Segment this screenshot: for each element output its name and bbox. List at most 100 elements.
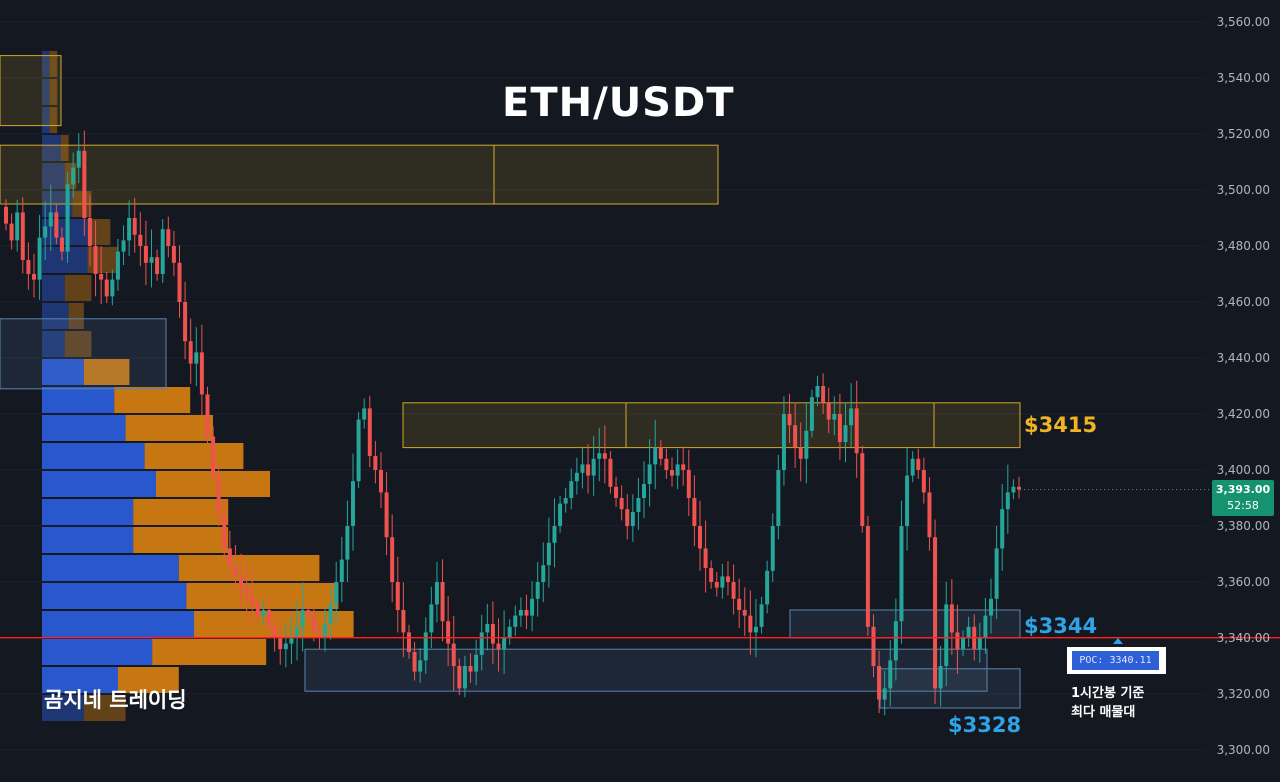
candle-bear <box>384 492 389 538</box>
candle-bear <box>725 576 730 582</box>
candle-bear <box>255 604 260 616</box>
candle-bear <box>658 447 663 459</box>
candle-bull <box>597 453 602 459</box>
vp-sell-bar <box>186 583 339 609</box>
candle-bull <box>653 447 658 465</box>
candle-bull <box>121 240 126 252</box>
poc-pointer <box>1113 638 1123 644</box>
vp-sell-bar <box>68 303 84 329</box>
candle-bull <box>261 610 266 616</box>
candle-bull <box>720 576 725 588</box>
candle-bear <box>87 218 92 246</box>
candle-bear <box>267 610 272 627</box>
candle-bull <box>339 559 344 582</box>
candle-bear <box>490 624 495 644</box>
vp-buy-bar <box>42 527 134 553</box>
candle-bull <box>1011 486 1016 493</box>
candle-bear <box>496 643 501 650</box>
y-tick-label: 3,360.00 <box>1217 575 1270 589</box>
candle-bull <box>115 251 120 280</box>
candle-bear <box>171 246 176 263</box>
poc-label: POC: 3340.11 <box>1072 651 1159 670</box>
vp-sell-bar <box>144 443 244 469</box>
candle-bear <box>877 666 882 700</box>
candle-bear <box>378 470 383 493</box>
vp-sell-bar <box>64 331 92 357</box>
vp-sell-bar <box>133 499 229 525</box>
candle-bull <box>888 660 893 689</box>
candle-bear <box>31 274 36 280</box>
vp-sell-bar <box>49 79 58 105</box>
candle-bear <box>20 212 25 260</box>
candle-bull <box>832 414 837 420</box>
candle-bear <box>586 464 591 476</box>
candle-bear <box>446 621 451 644</box>
candle-bear <box>26 260 31 274</box>
candle-bear <box>82 150 87 218</box>
candles <box>0 130 1280 716</box>
candle-bear <box>222 514 227 549</box>
candle-bear <box>787 414 792 426</box>
vp-buy-bar <box>42 471 156 497</box>
candle-bear <box>457 666 462 689</box>
candle-bull <box>893 621 898 661</box>
candle-bull <box>194 352 199 364</box>
candle-bull <box>356 419 361 482</box>
candle-bear <box>93 246 98 274</box>
candle-bull <box>37 237 42 280</box>
candle-bull <box>434 582 439 605</box>
candle-bull <box>423 632 428 661</box>
resistance-zone-top <box>0 144 719 205</box>
poc-note-line1: 1시간봉 기준 <box>1071 686 1145 701</box>
candle-bull <box>65 184 70 252</box>
vp-sell-bar <box>133 527 229 553</box>
vp-buy-bar <box>42 247 88 273</box>
candle-bear <box>854 408 859 454</box>
candle-bear <box>602 453 607 459</box>
label-3344: $3344 <box>1024 614 1098 638</box>
candle-bear <box>949 604 954 633</box>
label-3328: $3328 <box>948 713 1022 737</box>
candle-bear <box>9 223 14 241</box>
candle-bull <box>418 660 423 672</box>
candle-bear <box>714 582 719 588</box>
candle-bull <box>905 475 910 526</box>
candle-bear <box>837 414 842 442</box>
vp-buy-bar <box>42 499 134 525</box>
candle-bull <box>283 643 288 650</box>
candle-bull <box>48 212 53 227</box>
candle-bear <box>239 576 244 588</box>
zone-left-mid <box>0 318 167 390</box>
vp-buy-bar <box>42 695 84 721</box>
vp-buy-bar <box>42 387 115 413</box>
vp-buy-bar <box>42 415 126 441</box>
candle-bear <box>188 341 193 364</box>
candle-bear <box>143 246 148 263</box>
candle-bull <box>642 484 647 498</box>
y-tick-label: 3,340.00 <box>1217 631 1270 645</box>
candle-bull <box>569 481 574 498</box>
candle-bear <box>311 615 316 633</box>
candle-bull <box>300 610 305 627</box>
candle-bull <box>882 688 887 700</box>
candle-bear <box>132 218 137 235</box>
candle-bull <box>630 512 635 526</box>
candle-bull <box>1000 509 1005 549</box>
candle-bull <box>15 212 20 241</box>
candle-bear <box>614 486 619 498</box>
candle-bull <box>462 666 467 689</box>
vp-buy-bar <box>42 303 69 329</box>
current-price-tag: 3,393.00 52:58 <box>1212 480 1274 516</box>
candle-bear <box>390 537 395 582</box>
poc-note: 1시간봉 기준 최다 매물대 <box>1071 684 1171 722</box>
y-tick-label: 3,420.00 <box>1217 407 1270 421</box>
candle-bear <box>625 509 630 526</box>
candle-bear <box>1017 486 1021 490</box>
candle-bear <box>99 274 104 280</box>
candle-bull <box>513 615 518 627</box>
y-tick-label: 3,480.00 <box>1217 239 1270 253</box>
vp-sell-bar <box>83 695 126 721</box>
candle-bull <box>507 626 512 638</box>
candle-bear <box>138 234 143 246</box>
